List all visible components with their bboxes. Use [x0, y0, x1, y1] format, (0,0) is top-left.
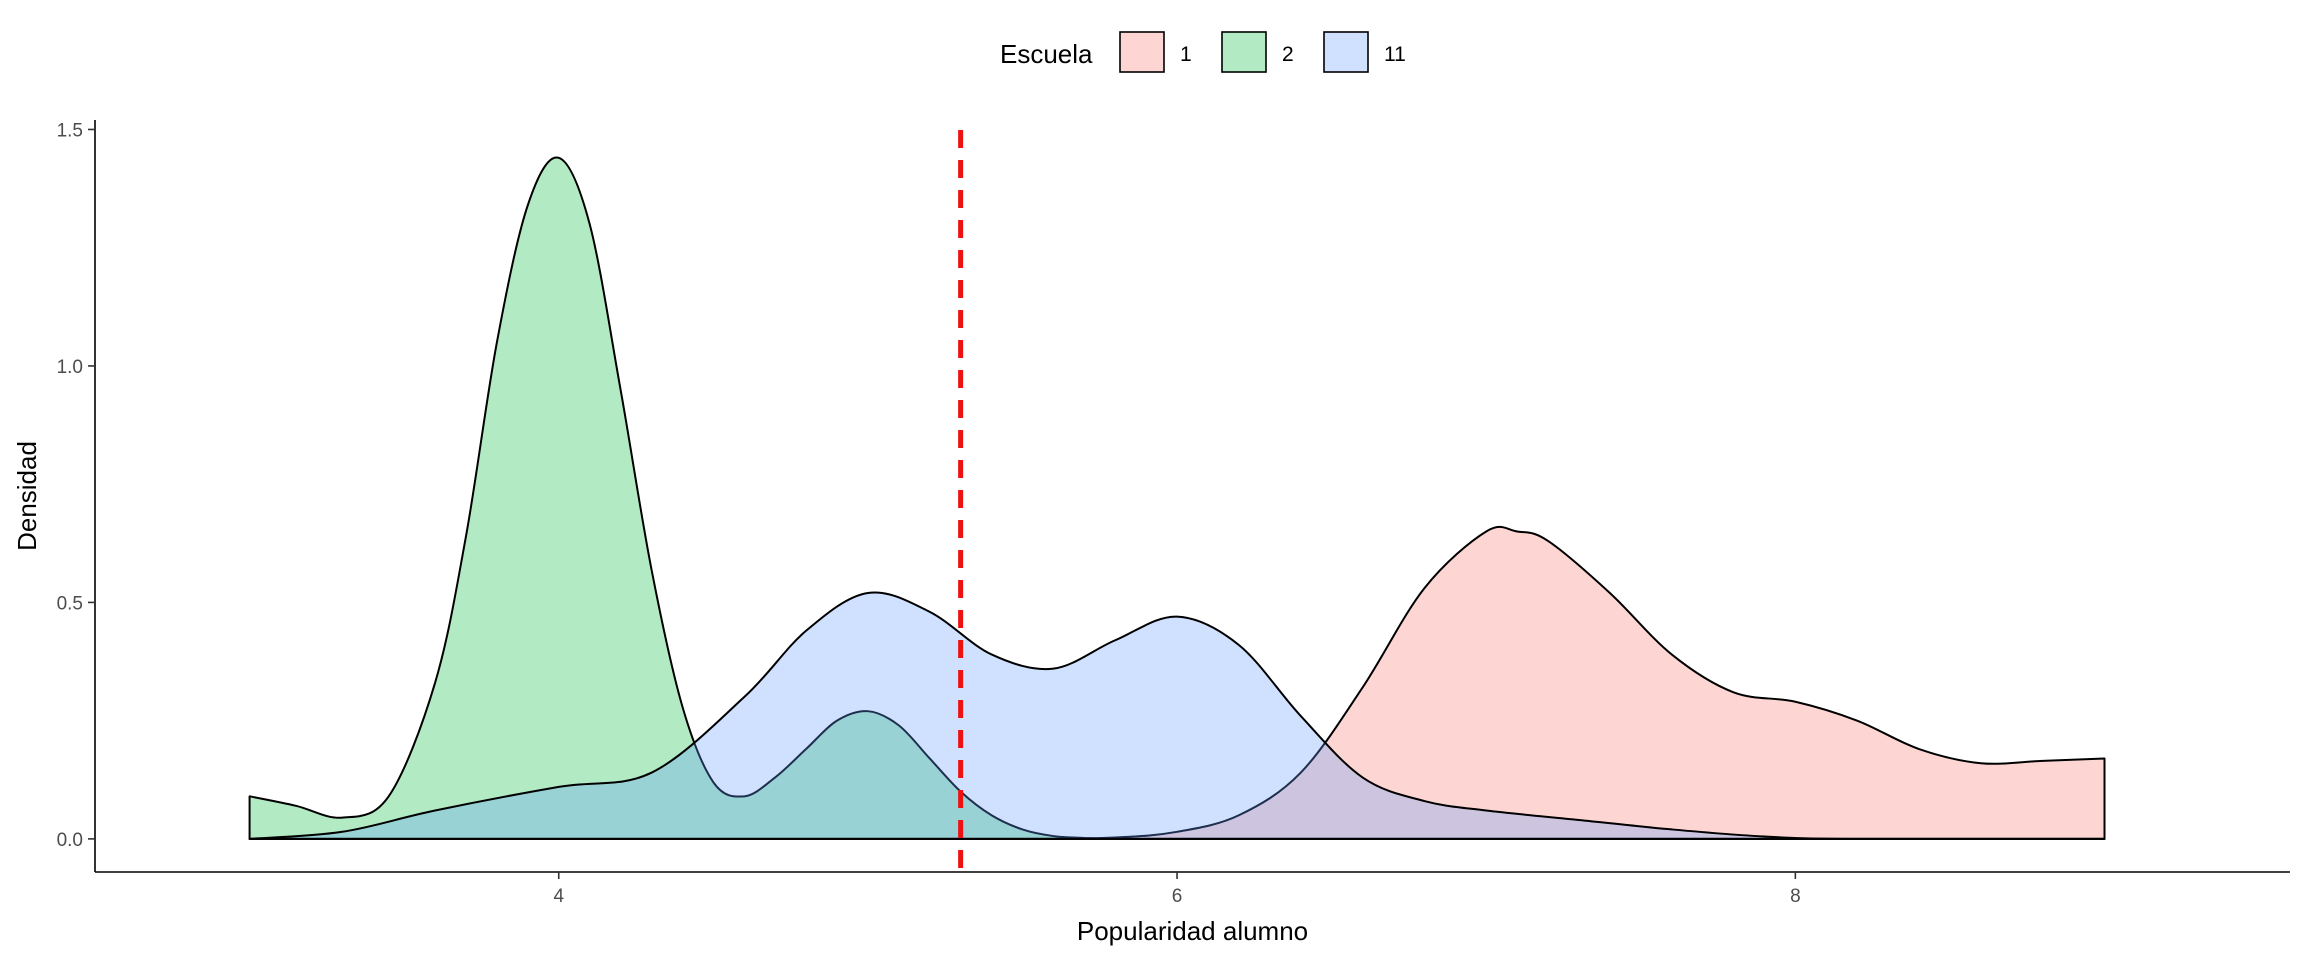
legend-key-escuela-2 [1221, 31, 1267, 73]
y-tick-label: 1.5 [57, 120, 83, 141]
x-axis-title: Popularidad alumno [1077, 916, 1308, 946]
x-tick-label: 8 [1790, 886, 1801, 907]
x-tick-label: 6 [1172, 886, 1183, 907]
y-tick-label: 0.5 [57, 593, 83, 614]
legend: Escuela 1 2 11 [1000, 31, 1406, 73]
y-tick-label: 1.0 [57, 357, 83, 378]
axes: 0.0 0.5 1.0 1.5 4 6 8 [57, 120, 2290, 907]
legend-label-escuela-1: 1 [1180, 43, 1192, 66]
density-area-escuela-11 [248, 591, 2106, 840]
legend-key-escuela-1 [1119, 31, 1165, 73]
legend-label-escuela-2: 2 [1282, 43, 1294, 66]
legend-key-escuela-11 [1323, 31, 1369, 73]
y-axis-title: Densidad [12, 441, 42, 551]
legend-title: Escuela [1000, 39, 1093, 69]
legend-label-escuela-11: 11 [1384, 43, 1406, 66]
x-tick-label: 4 [553, 886, 564, 907]
y-tick-label: 0.0 [57, 830, 83, 851]
density-areas [248, 156, 2106, 840]
